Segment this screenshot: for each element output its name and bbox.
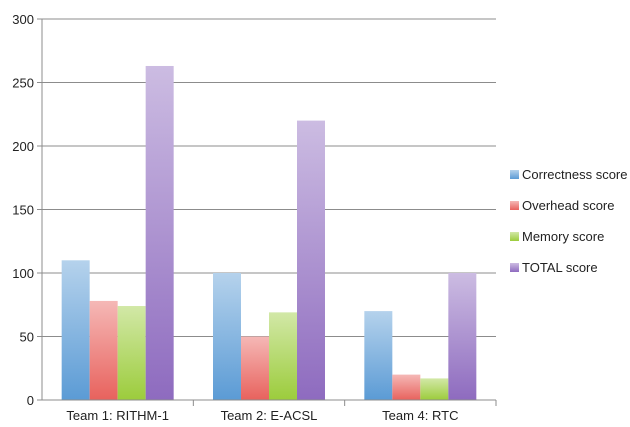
y-tick-label: 100 (12, 266, 34, 281)
bar-overhead-score (89, 300, 118, 400)
legend-swatch (510, 170, 519, 179)
y-tick-label: 200 (12, 139, 34, 154)
legend-label: TOTAL score (522, 260, 598, 275)
legend-label: Overhead score (522, 198, 615, 213)
legend-label: Correctness score (522, 167, 627, 182)
legend-swatch (510, 263, 519, 272)
bars (61, 65, 477, 401)
x-tick-label: Team 4: RTC (382, 408, 458, 423)
bar-total-score (448, 273, 477, 400)
x-tick-label: Team 1: RITHM-1 (66, 408, 169, 423)
y-tick-label: 150 (12, 203, 34, 218)
bar-correctness-score (364, 311, 393, 400)
y-tick-label: 300 (12, 12, 34, 27)
axes: 0 50 100 150 200 250 300 Team 1: RITHM-1 Team 2:… (12, 12, 497, 423)
bar-memory-score (269, 312, 297, 400)
bar-overhead-score (392, 374, 421, 400)
legend-swatch (510, 232, 519, 241)
bar-correctness-score (61, 260, 90, 400)
bar-memory-score (420, 378, 449, 400)
bar-total-score (145, 65, 174, 401)
bar-memory-score (117, 306, 146, 400)
y-tick-label: 250 (12, 76, 34, 91)
y-tick-label: 50 (20, 330, 34, 345)
bar-correctness-score (213, 273, 241, 400)
legend-label: Memory score (522, 229, 604, 244)
legend-swatch (510, 201, 519, 210)
bar-total-score (297, 120, 325, 400)
legend: Correctness score Overhead score Memory sc… (510, 167, 627, 275)
x-tick-label: Team 2: E-ACSL (221, 408, 318, 423)
bar-overhead-score (241, 336, 269, 400)
y-tick-label: 0 (27, 393, 34, 408)
